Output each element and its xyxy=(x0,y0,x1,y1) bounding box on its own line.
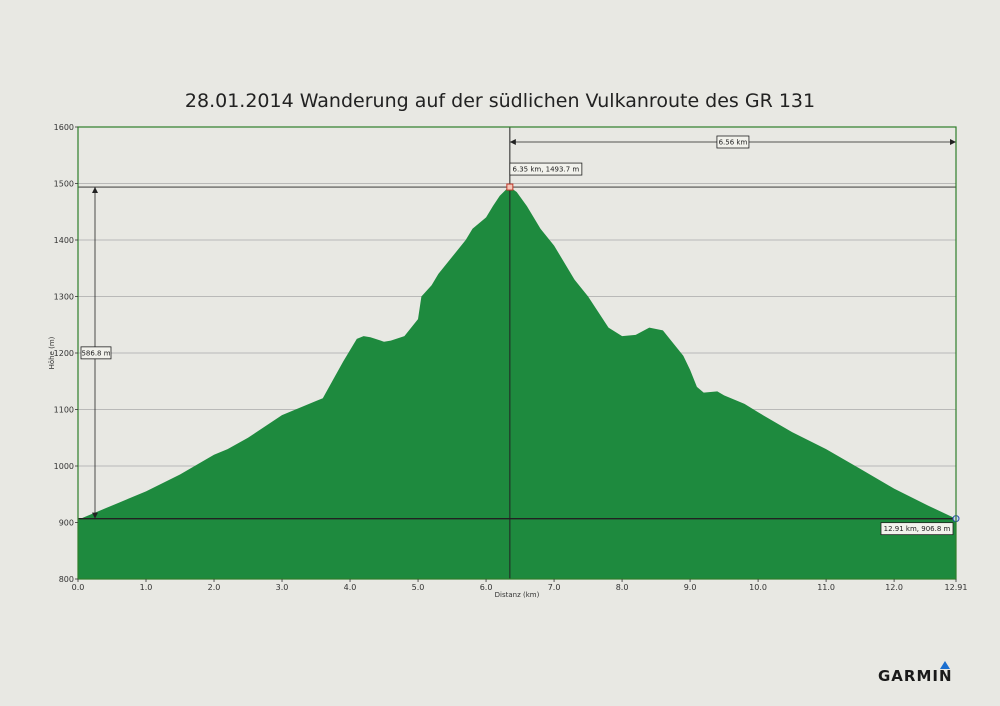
y-tick-label: 1000 xyxy=(54,462,74,471)
elevation-area xyxy=(78,187,956,579)
y-tick-label: 1400 xyxy=(54,236,74,245)
x-tick-label: 10.0 xyxy=(749,583,767,592)
x-tick-label: 6.0 xyxy=(480,583,493,592)
x-tick-label: 1.0 xyxy=(140,583,153,592)
x-tick-label: 5.0 xyxy=(412,583,425,592)
arrowhead-right-icon xyxy=(950,139,956,145)
x-tick-label: 11.0 xyxy=(817,583,835,592)
end-label: 12.91 km, 906.8 m xyxy=(884,525,951,533)
x-tick-label: 0.0 xyxy=(72,583,85,592)
arrowhead-up-icon xyxy=(92,187,98,194)
y-tick-label: 1100 xyxy=(54,406,74,415)
end-label-box xyxy=(880,522,954,536)
x-axis-ticks: 0.0 1.0 2.0 3.0 4.0 5.0 6.0 7.0 8.0 9.0 10.0 11.0 12… xyxy=(72,579,968,592)
x-tick-label: 9.0 xyxy=(684,583,697,592)
arrowhead-down-icon xyxy=(92,512,98,519)
y-tick-label: 800 xyxy=(59,575,74,584)
chart-title: 28.01.2014 Wanderung auf der südlichen V… xyxy=(184,90,816,112)
garmin-delta-icon xyxy=(940,661,950,669)
y-tick-label: 1200 xyxy=(54,349,74,358)
x-tick-label: 7.0 xyxy=(548,583,561,592)
peak-label-box xyxy=(509,162,583,176)
annotations: 586.8 m 6.56 km 6.35 km, 1493.7 m 12.91 km,… xyxy=(78,127,960,579)
y-tick-label: 1600 xyxy=(54,123,74,132)
distance-label: 6.56 km xyxy=(719,139,748,147)
height-diff-box xyxy=(80,346,112,360)
x-tick-label: 4.0 xyxy=(344,583,357,592)
x-tick-label: 2.0 xyxy=(208,583,221,592)
x-axis-title: Distanz (km) xyxy=(495,591,540,599)
height-diff-label: 586.8 m xyxy=(81,349,110,357)
x-tick-label: 12.0 xyxy=(885,583,903,592)
x-tick-label: 8.0 xyxy=(616,583,629,592)
x-tick-label: 3.0 xyxy=(276,583,289,592)
y-tick-label: 900 xyxy=(59,519,74,528)
arrowhead-left-icon xyxy=(509,139,516,145)
x-tick-label: 12.91 xyxy=(945,583,968,592)
distance-box xyxy=(716,135,750,149)
garmin-logo: GARMIN xyxy=(878,667,953,685)
y-axis-title: Höhe (m) xyxy=(48,336,56,369)
peak-marker xyxy=(506,183,514,191)
peak-label: 6.35 km, 1493.7 m xyxy=(513,166,580,174)
y-tick-label: 1300 xyxy=(54,293,74,302)
y-axis-ticks: 800 900 1000 1100 1200 1300 1400 1500 1600 xyxy=(54,123,78,584)
y-tick-label: 1500 xyxy=(54,180,74,189)
